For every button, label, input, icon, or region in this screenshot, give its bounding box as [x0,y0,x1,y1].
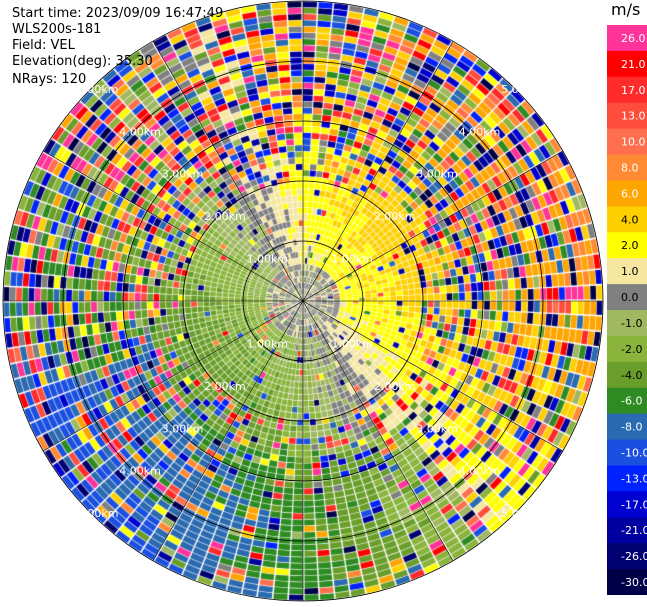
colorbar-segment [607,335,647,363]
colorbar-segment [607,310,647,337]
range-ring-label: 1.00km [247,337,289,350]
colorbar-tick-label: -2.0 [621,343,642,356]
colorbar-segment [607,413,647,441]
colorbar-segment [607,232,647,259]
range-ring-label: 3.00km [416,422,458,435]
colorbar-tick-label: 4.0 [621,213,639,226]
azimuth-line [152,41,304,302]
colorbar-segment [607,102,647,130]
range-ring-label: 3.00km [416,168,458,181]
colorbar-tick-label: -30.0 [621,576,647,589]
instrument-name: WLS200s-181 [12,22,102,37]
azimuth-line [43,150,304,302]
azimuth-line [302,300,563,452]
colorbar-segment [607,387,647,415]
field-name: Field: VEL [12,38,75,53]
colorbar-segment [607,465,647,492]
colorbar-segment [607,439,647,466]
azimuth-line [302,150,563,302]
colorbar-segment [607,517,647,544]
start-time-text: Start time: 2023/09/09 16:47:49 [12,6,224,21]
range-ring-label: 2.00km [204,380,246,393]
colorbar-segment [607,361,647,389]
colorbar-segment [607,154,647,181]
colorbar-segment [607,543,647,570]
colorbar-tick-label: 26.0 [621,32,646,45]
range-ring-label: 3.00km [162,422,204,435]
colorbar-segment [607,206,647,233]
colorbar-tick-label: -17.0 [621,498,647,511]
colorbar-unit: m/s [611,0,641,19]
colorbar-tick-label: -8.0 [621,421,642,434]
colorbar-segment [607,50,647,78]
colorbar-tick-label: -26.0 [621,550,647,563]
colorbar-segment [607,128,647,156]
colorbar-tick-label: 6.0 [621,187,639,200]
colorbar-tick-label: -21.0 [621,524,647,537]
range-ring-label: 3.00km [162,168,204,181]
range-ring-label: 2.00km [374,210,416,223]
range-ring-label: 5.00km [77,507,119,520]
range-ring-label: 5.00km [501,83,543,96]
velocity-colorbar: 26.0 21.0 17.0 13.0 10.0 8.0 6.0 4.0 2.0 1.0 0.0 -1… [607,25,647,595]
ppi-range-rings: 1.00km 1.00km 1.00km 1.00km 2.00km 2.00km 2.00… [2,0,604,602]
colorbar-tick-label: -1.0 [621,317,642,330]
colorbar-tick-label: -10.0 [621,447,647,460]
azimuth-line [302,300,454,561]
colorbar-segment [607,25,647,52]
colorbar-tick-label: 8.0 [621,162,639,175]
ppi-velocity-plot [0,0,607,607]
colorbar-tick-label: -6.0 [621,395,642,408]
colorbar-segment [607,76,647,104]
elevation-text: Elevation(deg): 35.30 [12,54,153,69]
range-ring-label: 1.00km [331,337,373,350]
colorbar-tick-label: -13.0 [621,472,647,485]
range-ring-label: 4.00km [459,465,501,478]
azimuth-line [152,300,304,561]
range-ring-label: 2.00km [204,210,246,223]
colorbar-tick-label: 21.0 [621,58,646,71]
colorbar-tick-label: -4.0 [621,369,642,382]
colorbar-tick-label: 10.0 [621,136,646,149]
range-ring-label: 4.00km [459,125,501,138]
range-ring-label: 5.00km [501,507,543,520]
colorbar-tick-label: 0.0 [621,291,639,304]
colorbar-tick-label: 17.0 [621,84,646,97]
colorbar-segment [607,284,647,311]
range-ring-label: 5.00km [77,83,119,96]
colorbar-tick-label: 1.0 [621,265,639,278]
colorbar-segment [607,258,647,285]
colorbar-segment [607,569,647,595]
range-ring-label: 2.00km [374,380,416,393]
azimuth-line [302,41,454,302]
range-ring-label: 1.00km [331,253,373,266]
colorbar-tick-label: 13.0 [621,110,646,123]
colorbar-segment [607,180,647,207]
azimuth-line [43,300,304,452]
nrays-text: NRays: 120 [12,72,87,87]
range-ring-label: 4.00km [119,465,161,478]
range-ring-label: 1.00km [247,253,289,266]
colorbar-tick-label: 2.0 [621,239,639,252]
range-ring-label: 4.00km [119,125,161,138]
colorbar-segment [607,491,647,518]
